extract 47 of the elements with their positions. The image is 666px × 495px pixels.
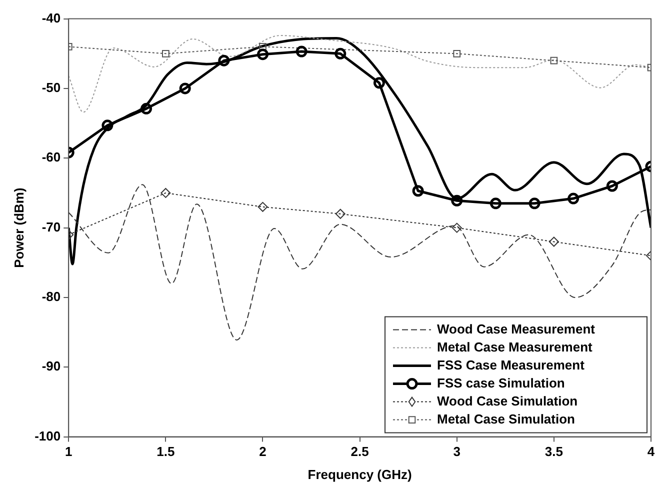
point: [162, 50, 170, 58]
point: [335, 208, 346, 219]
point: [550, 56, 558, 64]
y-tick-label: -90: [42, 358, 61, 374]
y-tick-label: -80: [42, 289, 61, 304]
x-tick-label: 2.5: [350, 444, 369, 460]
point: [452, 222, 462, 233]
point: [160, 188, 171, 198]
point: [256, 48, 268, 60]
legend-label: Wood Case Measurement: [437, 321, 596, 336]
point: [453, 50, 461, 58]
y-axis-title: Power (dBm): [11, 188, 26, 268]
point: [606, 180, 618, 192]
y-tick-label: -50: [42, 80, 61, 96]
point: [218, 54, 230, 66]
x-tick-label: 1: [65, 444, 72, 460]
line-series: [68, 184, 651, 340]
x-tick-label: 4: [647, 444, 656, 460]
legend-label: Metal Case Measurement: [437, 339, 594, 354]
point: [179, 82, 191, 94]
y-tick-label: -40: [42, 10, 61, 26]
point: [490, 198, 502, 210]
legend-label: Wood Case Simulation: [437, 393, 578, 408]
point: [140, 102, 152, 114]
point: [568, 192, 580, 204]
point: [412, 185, 424, 197]
point: [528, 198, 540, 210]
y-tick-label: -100: [34, 428, 61, 444]
line-series: [68, 37, 651, 266]
point: [102, 120, 114, 132]
x-tick-label: 2: [259, 444, 266, 460]
point: [451, 194, 463, 206]
x-axis-title: Frequency (GHz): [308, 466, 412, 482]
legend-label: FSS Case Measurement: [437, 357, 586, 372]
y-tick-label: -70: [42, 219, 61, 234]
point: [548, 236, 559, 247]
legend-label: Metal Case Simulation: [437, 411, 576, 426]
y-tick-label: -60: [42, 150, 61, 165]
point: [334, 48, 346, 60]
point: [373, 77, 385, 89]
point: [258, 202, 268, 212]
legend-label: FSS case Simulation: [437, 375, 565, 390]
line-series: [68, 35, 651, 113]
x-tick-label: 1.5: [156, 444, 175, 460]
x-tick-label: 3.5: [544, 444, 563, 460]
x-tick-label: 3: [453, 444, 460, 460]
point: [296, 46, 308, 58]
